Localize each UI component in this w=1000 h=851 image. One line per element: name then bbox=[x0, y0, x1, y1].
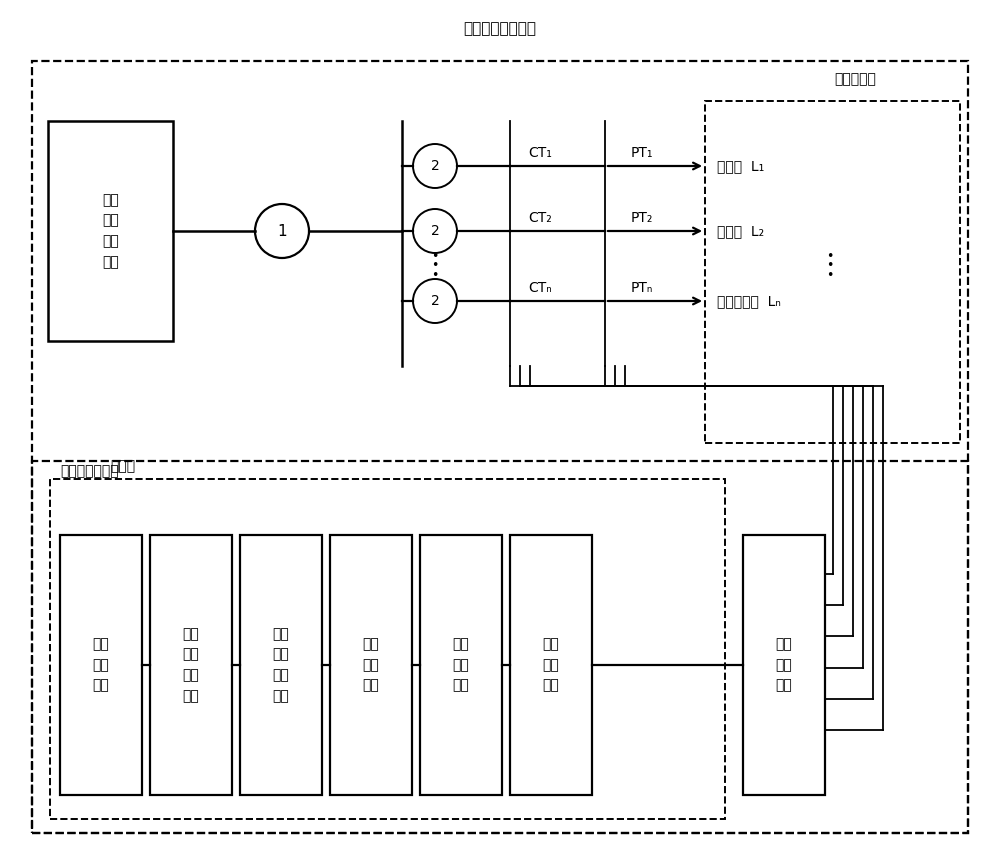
Bar bbox=[510, 535, 592, 795]
Bar bbox=[330, 535, 412, 795]
Bar bbox=[50, 479, 725, 819]
Bar bbox=[60, 535, 142, 795]
Text: 煤矿井下供电系统: 煤矿井下供电系统 bbox=[464, 21, 536, 37]
Text: 工作面负荷: 工作面负荷 bbox=[834, 72, 876, 86]
Text: •: • bbox=[431, 249, 439, 262]
Bar bbox=[420, 535, 502, 795]
Text: •: • bbox=[826, 260, 834, 272]
Text: 煤矿
井下
供电
电源: 煤矿 井下 供电 电源 bbox=[102, 193, 119, 269]
Bar bbox=[743, 535, 825, 795]
Text: PTₙ: PTₙ bbox=[631, 281, 653, 295]
Bar bbox=[32, 461, 968, 833]
Text: PT₂: PT₂ bbox=[631, 211, 653, 225]
Text: 2: 2 bbox=[431, 224, 439, 238]
Text: CTₙ: CTₙ bbox=[528, 281, 552, 295]
Text: 人机
交互
界面: 人机 交互 界面 bbox=[93, 637, 109, 693]
Text: CT₂: CT₂ bbox=[528, 211, 552, 225]
Text: 皮带运输机  Lₙ: 皮带运输机 Lₙ bbox=[717, 294, 781, 308]
Text: •: • bbox=[431, 270, 439, 283]
Text: •: • bbox=[826, 270, 834, 283]
Text: 数据
采集
模块: 数据 采集 模块 bbox=[543, 637, 559, 693]
Text: 电弧
故障
识别
模型: 电弧 故障 识别 模型 bbox=[183, 627, 199, 703]
Text: 数据
读取
模块: 数据 读取 模块 bbox=[363, 637, 379, 693]
Text: 工控机: 工控机 bbox=[110, 459, 135, 473]
Bar bbox=[150, 535, 232, 795]
Text: 采煤机  L₁: 采煤机 L₁ bbox=[717, 159, 764, 173]
Text: CT₁: CT₁ bbox=[528, 146, 552, 160]
Text: 2: 2 bbox=[431, 159, 439, 173]
Text: 1: 1 bbox=[277, 224, 287, 238]
Text: 信号
调理
电路: 信号 调理 电路 bbox=[776, 637, 792, 693]
Text: •: • bbox=[826, 249, 834, 262]
Text: •: • bbox=[431, 260, 439, 272]
Text: 数据
存储
模块: 数据 存储 模块 bbox=[453, 637, 469, 693]
Text: PT₁: PT₁ bbox=[631, 146, 653, 160]
Text: 上位机监控软件: 上位机监控软件 bbox=[60, 464, 119, 478]
Bar bbox=[240, 535, 322, 795]
Bar bbox=[48, 121, 173, 341]
Bar bbox=[705, 101, 960, 443]
Text: 2: 2 bbox=[431, 294, 439, 308]
Text: 数据
分析
处理
模块: 数据 分析 处理 模块 bbox=[273, 627, 289, 703]
Text: 转载机  L₂: 转载机 L₂ bbox=[717, 224, 764, 238]
